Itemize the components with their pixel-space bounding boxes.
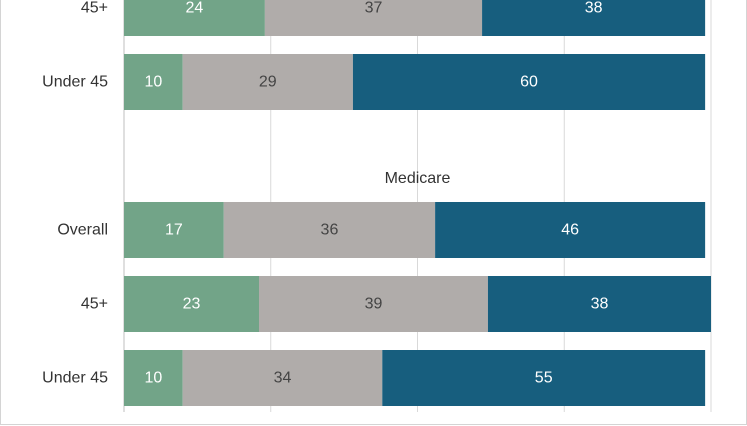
data-label: 55 (535, 370, 553, 387)
data-label: 36 (321, 222, 339, 239)
bar-segment (382, 350, 706, 406)
data-label: 10 (144, 74, 162, 91)
bars (124, 0, 711, 406)
bar-segment (124, 54, 183, 110)
bar-segment (182, 54, 353, 110)
data-label: 24 (186, 0, 204, 17)
bar-segment (482, 0, 706, 36)
bar-segment (259, 276, 488, 332)
category-label: 45+ (81, 0, 108, 17)
category-label: Overall (57, 222, 108, 239)
data-label: 60 (520, 74, 538, 91)
category-label: Under 45 (42, 370, 108, 387)
labels: 45+ 24 37 38 Under 45 10 29 60 Medicare Overall 17… (42, 0, 608, 387)
category-label: 45+ (81, 296, 108, 313)
group-label: Medicare (385, 170, 451, 187)
bar-segment (223, 202, 436, 258)
data-label: 34 (274, 370, 292, 387)
bar-segment (124, 276, 260, 332)
bar-segment (124, 350, 183, 406)
data-label: 23 (183, 296, 201, 313)
data-label: 37 (365, 0, 383, 17)
bar-segment (352, 54, 706, 110)
category-label: Under 45 (42, 74, 108, 91)
data-label: 17 (165, 222, 183, 239)
data-label: 29 (259, 74, 277, 91)
bar-segment (487, 276, 711, 332)
data-label: 38 (591, 296, 609, 313)
data-label: 10 (144, 370, 162, 387)
data-label: 46 (561, 222, 579, 239)
bar-segment (182, 350, 383, 406)
bar-segment (435, 202, 706, 258)
data-label: 39 (365, 296, 383, 313)
bar-segment (124, 202, 224, 258)
bar-segment (264, 0, 483, 36)
bar-segment (124, 0, 265, 36)
data-label: 38 (585, 0, 603, 17)
